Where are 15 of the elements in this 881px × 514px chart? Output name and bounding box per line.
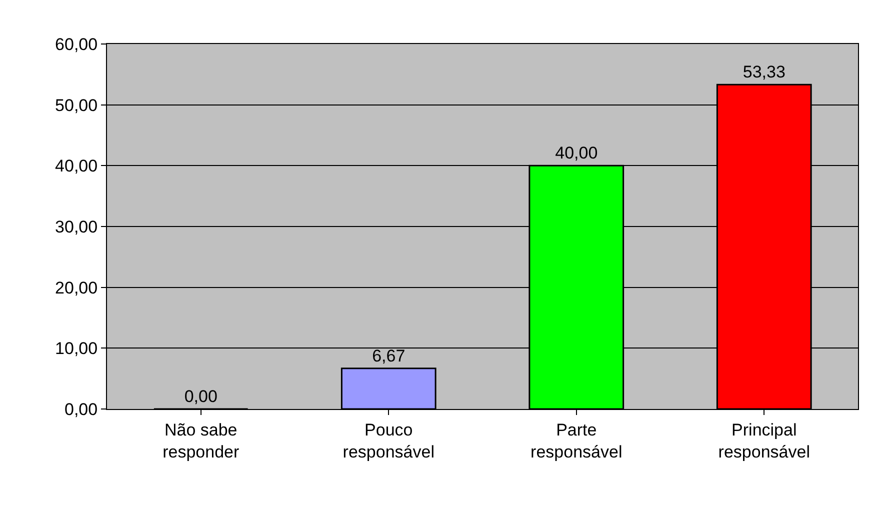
x-tick-label: Parte responsável [530, 420, 622, 462]
y-tick-label: 50,00 [55, 96, 98, 115]
y-tick-label: 0,00 [64, 400, 98, 419]
x-tick-label: Pouco responsável [342, 420, 434, 462]
y-tick-label: 40,00 [55, 156, 98, 176]
y-tick-label: 10,00 [55, 339, 98, 358]
y-tick-label: 60,00 [55, 34, 98, 54]
data-label: 6,67 [372, 346, 406, 366]
y-tick-label: 30,00 [55, 217, 98, 236]
x-tick-label: Não sabe responder [162, 420, 240, 462]
y-tick-label: 20,00 [55, 278, 98, 298]
data-label: 0,00 [184, 387, 218, 406]
data-label: 40,00 [555, 144, 598, 163]
x-tick-label: Principal responsável [718, 420, 810, 462]
data-label: 53,33 [742, 62, 786, 82]
